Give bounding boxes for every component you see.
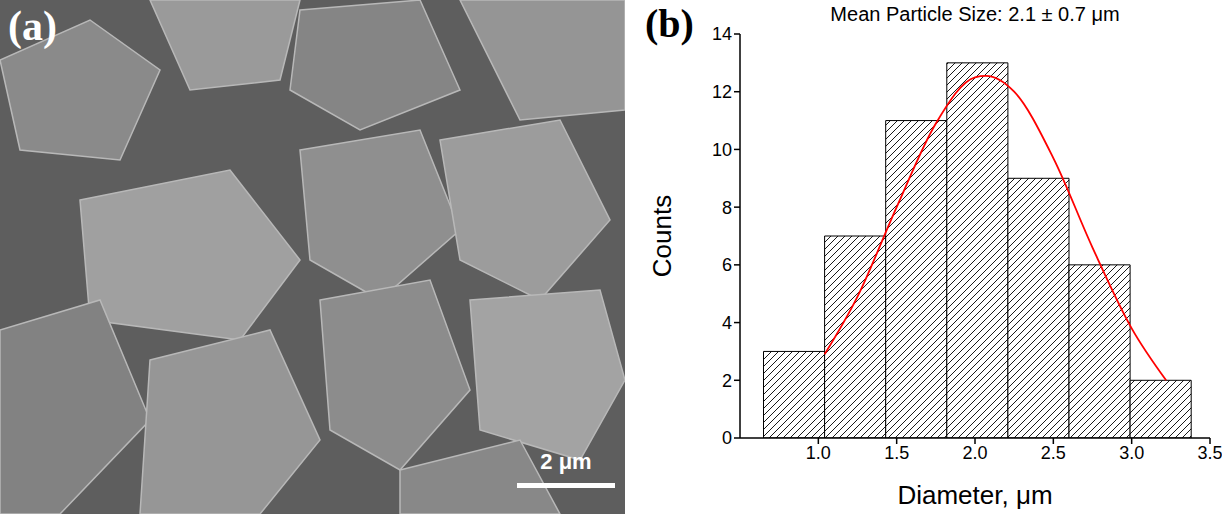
svg-text:10: 10 (712, 140, 732, 160)
svg-text:6: 6 (722, 255, 732, 275)
svg-text:4: 4 (722, 313, 732, 333)
html-text:Mean Particle Size: 2.1 ± 0.7: Mean Particle Size: 2.1 ± 0.7 μm (830, 3, 1120, 25)
svg-text:3.5: 3.5 (1197, 443, 1222, 463)
html-text:2 μm: 2 μm (540, 449, 592, 474)
svg-text:Counts: Counts (647, 195, 677, 277)
svg-text:1.5: 1.5 (884, 443, 909, 463)
svg-text:8: 8 (722, 198, 732, 218)
html-text:(b): (b) (645, 1, 694, 46)
svg-text:2.5: 2.5 (1041, 443, 1066, 463)
svg-text:3.0: 3.0 (1119, 443, 1144, 463)
svg-text:2: 2 (722, 371, 732, 391)
html-text:(a): (a) (8, 3, 57, 49)
svg-text:12: 12 (712, 82, 732, 102)
svg-text:1.0: 1.0 (806, 443, 831, 463)
svg-text:14: 14 (712, 24, 732, 44)
svg-text:Diameter, μm: Diameter, μm (897, 480, 1052, 510)
svg-text:2.0: 2.0 (962, 443, 987, 463)
svg-text:0: 0 (722, 428, 732, 448)
